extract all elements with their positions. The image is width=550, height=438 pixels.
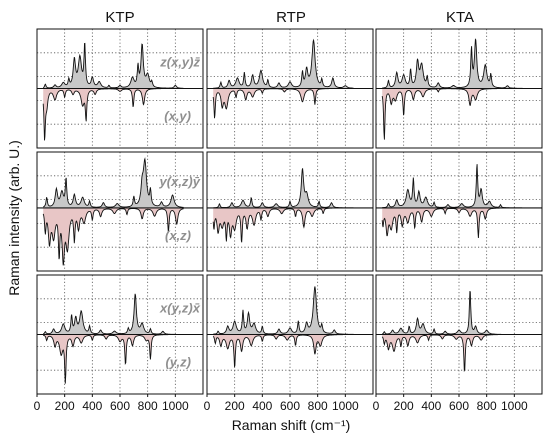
upper-spectrum-line [213, 286, 354, 335]
x-tick-label: 800 [308, 399, 328, 413]
x-tick-label: 400 [82, 399, 102, 413]
lower-spectrum-line [212, 207, 354, 243]
upper-spectrum-line [42, 42, 184, 89]
panel-grid: z(x,y)z̄(x,y)y(x,z)ȳ(x,z)x(y,z)x̄(y,z)0 2… [34, 28, 543, 413]
lower-spectrum-fill [382, 88, 523, 140]
x-tick-label: 400 [421, 399, 441, 413]
lower-spectrum-line [381, 88, 523, 140]
column-title-ktp: KTP [105, 9, 134, 26]
spectrum-panel: z(x,y)z̄ (x,y) [36, 28, 204, 149]
upper-spectrum-fill [213, 286, 354, 335]
y-axis-label: Raman intensity (arb. U.) [6, 140, 22, 296]
lower-spectrum-fill [382, 207, 523, 238]
lower-spectrum-line [212, 88, 354, 119]
upper-polarization-label: y(x,z)ȳ [159, 174, 201, 189]
x-tick-label: 0 [204, 399, 211, 413]
x-tick-label: 200 [225, 399, 245, 413]
spectrum-panel: x(y,z)x̄ (y,z) 0 200 400 600 800 1000 [34, 274, 204, 413]
x-tick-label: 1000 [332, 399, 359, 413]
upper-spectrum-fill [382, 291, 523, 335]
x-tick-label: 200 [55, 399, 75, 413]
lower-polarization-label: (y,z) [165, 355, 191, 370]
spectrum-panel: 0 200 400 600 800 1000 [373, 274, 543, 413]
spectrum-panel [375, 28, 543, 149]
column-title-rtp: RTP [276, 9, 306, 26]
lower-spectrum-fill [213, 207, 354, 243]
upper-spectrum-fill [43, 158, 184, 208]
spectrum-panel: 0 200 400 600 800 1000 [204, 274, 374, 413]
lower-spectrum-line [381, 207, 523, 239]
lower-spectrum-fill [213, 88, 354, 119]
lower-spectrum-line [381, 334, 523, 373]
x-tick-label: 1000 [501, 399, 528, 413]
upper-spectrum-fill [382, 39, 523, 89]
upper-spectrum-fill [382, 164, 523, 208]
x-tick-label: 1000 [162, 399, 189, 413]
upper-spectrum-line [213, 168, 354, 209]
upper-spectrum-line [43, 293, 184, 335]
lower-spectrum-line [212, 334, 354, 368]
lower-spectrum-fill [43, 207, 184, 266]
x-tick-label: 0 [373, 399, 380, 413]
lower-spectrum-fill [382, 334, 523, 371]
x-tick-label: 600 [280, 399, 300, 413]
x-axis-label: Raman shift (cm⁻¹) [232, 417, 351, 433]
lower-spectrum-line [42, 88, 184, 141]
x-tick-label: 800 [138, 399, 158, 413]
lower-polarization-label: (x,y) [164, 109, 191, 124]
upper-spectrum-line [382, 38, 523, 89]
spectrum-panel [206, 151, 374, 272]
spectrum-panel [206, 28, 374, 149]
upper-polarization-label: z(x,y)z̄ [159, 55, 200, 70]
upper-polarization-label: x(y,z)x̄ [159, 301, 201, 316]
column-title-kta: KTA [446, 9, 474, 26]
upper-spectrum-line [213, 38, 354, 89]
lower-spectrum-line [42, 208, 184, 266]
x-tick-label: 600 [110, 399, 130, 413]
x-tick-label: 600 [449, 399, 469, 413]
lower-spectrum-fill [43, 334, 184, 384]
lower-spectrum-line [43, 334, 184, 384]
lower-polarization-label: (x,z) [165, 228, 191, 243]
x-tick-label: 400 [252, 399, 272, 413]
x-tick-label: 0 [34, 399, 41, 413]
upper-spectrum-line [43, 157, 184, 208]
spectrum-panel [375, 151, 543, 272]
upper-spectrum-line [382, 164, 523, 209]
spectrum-panel: y(x,z)ȳ (x,z) [36, 151, 204, 272]
x-tick-label: 200 [394, 399, 414, 413]
x-tick-label: 800 [477, 399, 497, 413]
